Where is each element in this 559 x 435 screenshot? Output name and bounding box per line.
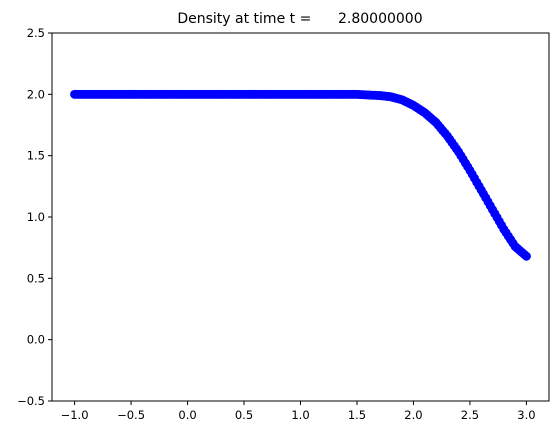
y-tick-label: 1.0 [27, 210, 45, 224]
plot-area [51, 32, 550, 402]
y-tick-label: 2.0 [27, 87, 45, 101]
x-tick-label: 1.0 [291, 408, 309, 422]
x-tick-label: −1.0 [61, 408, 89, 422]
x-axis: −1.0 −0.5 0.0 0.5 1.0 1.5 2.0 2.5 3.0 [61, 401, 536, 422]
x-tick-label: 2.5 [461, 408, 479, 422]
y-axis: −0.5 0.0 0.5 1.0 1.5 2.0 2.5 [17, 26, 52, 408]
scatter-series [70, 89, 531, 261]
chart-title: Density at time t = 2.80000000 [177, 11, 422, 27]
data-point [521, 251, 531, 261]
y-tick-label: 0.5 [27, 271, 45, 285]
y-tick-label: 2.5 [27, 26, 45, 40]
x-tick-label: 0.0 [178, 408, 196, 422]
x-tick-label: 1.5 [348, 408, 366, 422]
x-tick-label: 0.5 [235, 408, 253, 422]
y-tick-label: 1.5 [27, 149, 45, 163]
x-tick-label: 3.0 [517, 408, 535, 422]
y-tick-label: 0.0 [27, 333, 45, 347]
y-tick-label: −0.5 [17, 394, 45, 408]
x-tick-label: −0.5 [117, 408, 145, 422]
x-tick-label: 2.0 [404, 408, 422, 422]
